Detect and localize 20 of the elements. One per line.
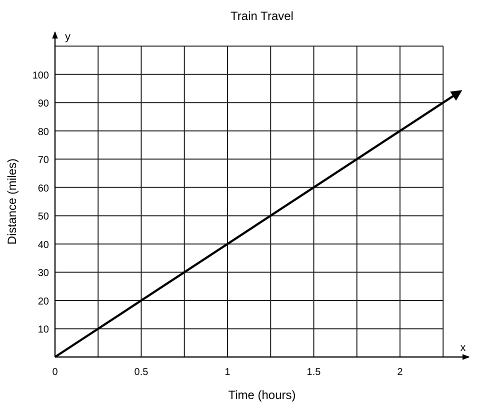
y-tick-label: 10 [38, 324, 50, 336]
annotation: y [65, 31, 71, 43]
y-tick-label: 60 [38, 183, 50, 194]
x-tick-label: 2 [397, 367, 404, 378]
y-tick-label: 50 [38, 212, 50, 223]
x-tick-label: 0 [52, 367, 58, 378]
x-tick-label: 1 [224, 367, 231, 378]
y-tick-label: 100 [32, 70, 50, 82]
x-tick-label: 1.5 [306, 367, 322, 378]
x-tick-label: 0.5 [134, 367, 149, 378]
y-tick-label: 30 [38, 268, 50, 280]
y-tick-label: 20 [38, 296, 50, 308]
y-tick-label: 70 [38, 155, 50, 166]
y-axis-title: Distance (miles) [5, 158, 19, 245]
y-tick-label: 40 [38, 240, 50, 251]
annotation: x [460, 342, 466, 354]
y-tick-label: 90 [38, 98, 50, 110]
x-axis-title: Time (hours) [228, 388, 296, 402]
chart-title: Train Travel [230, 9, 294, 23]
y-tick-label: 80 [38, 126, 50, 138]
